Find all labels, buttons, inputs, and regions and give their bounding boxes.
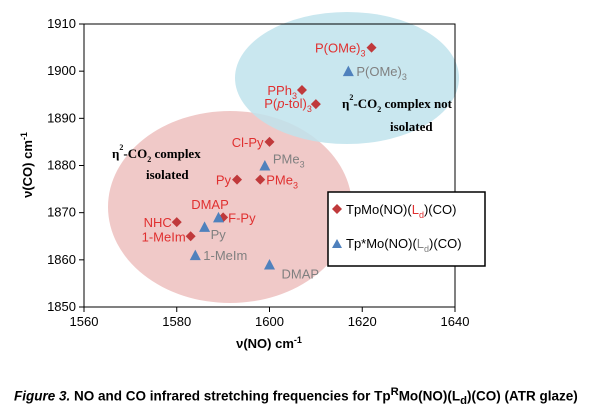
caption-text3: )(CO) (ATR glaze) <box>467 388 578 404</box>
tpstar-point-label: DMAP <box>282 267 320 282</box>
svg-text:isolated: isolated <box>390 119 433 134</box>
svg-text:η2-CO2 complex: η2-CO2 complex <box>112 143 201 164</box>
tpstar-data-point <box>212 211 224 223</box>
tpstar-data-point <box>199 221 211 232</box>
tp-data-point <box>366 42 377 53</box>
tp-point-label: Cl-Py <box>232 135 264 150</box>
x-tick-label: 1600 <box>255 314 284 329</box>
caption-sub: d <box>460 395 468 408</box>
isolated-region-ellipse <box>108 111 352 303</box>
x-tick-label: 1560 <box>70 314 99 329</box>
tpstar-point-label: Py <box>211 227 227 242</box>
x-tick-label: 1580 <box>162 314 191 329</box>
tpstar-point-label: 1-MeIm <box>203 248 247 263</box>
tp-point-label: PPh3 <box>267 83 297 101</box>
figure-caption: Figure 3. NO and CO infrared stretching … <box>14 386 589 407</box>
legend-entry-tp: TpMo(NO)(Ld)(CO) <box>346 202 456 220</box>
y-axis-title: ν(CO) cm-1 <box>19 132 35 198</box>
tp-data-point <box>232 174 243 185</box>
tpstar-point-label: PMe3 <box>273 152 305 170</box>
legend: TpMo(NO)(Ld)(CO) Tp*Mo(NO)(Ld)(CO) <box>327 191 486 267</box>
caption-text: NO and CO infrared stretching frequencie… <box>70 388 391 404</box>
tp-point-label: F-Py <box>228 210 256 225</box>
caption-sup: R <box>390 386 399 398</box>
tpstar-data-point <box>342 65 354 77</box>
tpstar-data-point <box>264 259 275 270</box>
tp-point-label: 1-MeIm <box>142 229 186 244</box>
legend-box <box>327 191 486 267</box>
legend-entry-tpstar: Tp*Mo(NO)(Ld)(CO) <box>346 236 462 254</box>
legend-triangle-icon <box>332 239 342 248</box>
tpstar-point-label: P(OMe)3 <box>356 64 407 82</box>
tp-point-label-extra: DMAP <box>191 197 229 212</box>
svg-text:η2-CO2 complex not: η2-CO2 complex not <box>342 93 453 114</box>
y-tick-label: 1880 <box>47 158 76 173</box>
caption-text2: Mo(NO)(L <box>398 388 461 404</box>
tpstar-data-point <box>189 249 201 261</box>
y-tick-label: 1900 <box>47 63 76 78</box>
not-isolated-annotation: η2-CO2 complex not isolated <box>342 93 453 134</box>
y-tick-label: 1910 <box>47 16 76 31</box>
tp-point-label: NHC <box>144 215 172 230</box>
tp-data-point <box>310 99 321 110</box>
tp-point-label: P(p-tol)3 <box>264 96 312 114</box>
tp-data-point <box>185 231 196 242</box>
x-axis-ticks: 1560 1580 1600 1620 1640 <box>70 307 470 329</box>
tp-point-label: Py <box>216 173 232 188</box>
y-axis-ticks: 1850 1860 1870 1880 1890 1900 1910 <box>47 16 84 314</box>
tp-data-point <box>255 174 266 185</box>
tp-data-point <box>296 85 307 96</box>
scatter-chart: 1560 1580 1600 1620 1640 1850 1860 1870 1880 189… <box>19 12 486 351</box>
not-isolated-region-ellipse <box>235 12 459 144</box>
x-axis-title: ν(NO) cm-1 <box>236 335 302 351</box>
svg-text:isolated: isolated <box>146 167 189 182</box>
figure-number: Figure 3. <box>14 388 71 404</box>
tp-data-point <box>171 217 182 228</box>
legend-diamond-icon <box>332 204 342 214</box>
tpstar-data-point <box>259 160 271 171</box>
y-tick-label: 1870 <box>47 205 76 220</box>
tp-point-label: PMe3 <box>266 173 298 191</box>
data-markers <box>171 42 377 270</box>
y-tick-label: 1890 <box>47 110 76 125</box>
y-tick-label: 1850 <box>47 299 76 314</box>
y-tick-label: 1860 <box>47 252 76 267</box>
x-tick-label: 1620 <box>348 314 377 329</box>
tp-data-point <box>264 136 275 147</box>
x-tick-label: 1640 <box>441 314 470 329</box>
isolated-annotation: η2-CO2 complex isolated <box>112 143 201 182</box>
tp-point-label: P(OMe)3 <box>315 41 366 59</box>
